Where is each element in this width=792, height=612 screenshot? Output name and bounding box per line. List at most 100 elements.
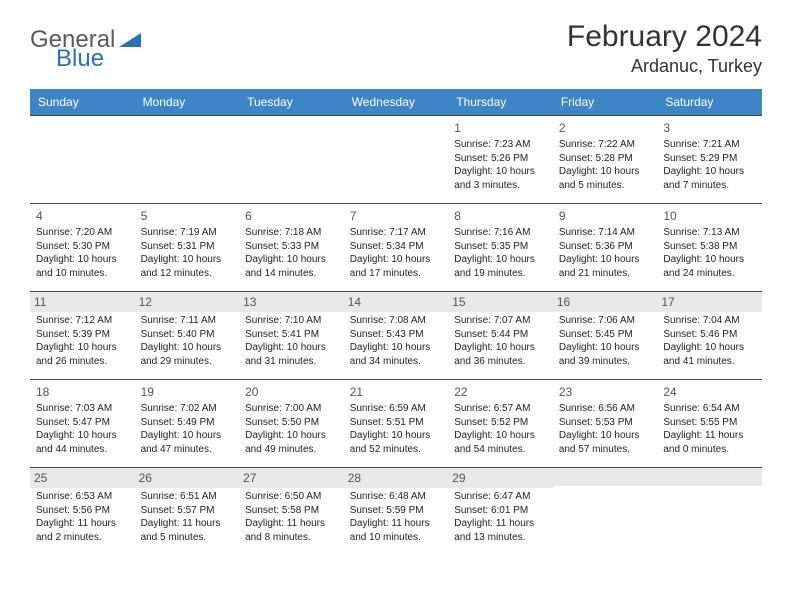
daylight-text: Daylight: 10 hours and 21 minutes. <box>559 253 652 280</box>
sunrise-text: Sunrise: 6:50 AM <box>245 490 338 504</box>
calendar-cell: 6Sunrise: 7:18 AMSunset: 5:33 PMDaylight… <box>239 204 344 292</box>
day-number: 22 <box>454 384 547 400</box>
weekday-header: Sunday <box>30 89 135 116</box>
calendar-cell: 18Sunrise: 7:03 AMSunset: 5:47 PMDayligh… <box>30 380 135 468</box>
daylight-text: Daylight: 11 hours and 2 minutes. <box>36 517 129 544</box>
sunset-text: Sunset: 5:44 PM <box>454 328 547 342</box>
calendar-cell: 14 Sunrise: 7:08 AMSunset: 5:43 PMDayligh… <box>344 292 449 380</box>
daylight-text: Daylight: 10 hours and 17 minutes. <box>350 253 443 280</box>
sunset-text: Sunset: 5:34 PM <box>350 240 443 254</box>
calendar-cell <box>135 116 240 204</box>
sunrise-text: Sunrise: 7:22 AM <box>559 138 652 152</box>
sunrise-text: Sunrise: 6:47 AM <box>454 490 547 504</box>
sunset-text: Sunset: 5:26 PM <box>454 152 547 166</box>
sunrise-text: Sunrise: 6:57 AM <box>454 402 547 416</box>
day-number: 29 <box>448 468 553 488</box>
sunrise-text: Sunrise: 7:14 AM <box>559 226 652 240</box>
calendar-cell <box>553 468 658 556</box>
sunset-text: Sunset: 5:35 PM <box>454 240 547 254</box>
sunrise-text: Sunrise: 7:03 AM <box>36 402 129 416</box>
logo-triangle-icon <box>119 31 141 52</box>
day-number: 5 <box>141 208 234 224</box>
day-number: 28 <box>344 468 449 488</box>
sunrise-text: Sunrise: 6:53 AM <box>36 490 129 504</box>
sunset-text: Sunset: 5:45 PM <box>559 328 652 342</box>
daylight-text: Daylight: 11 hours and 10 minutes. <box>350 517 443 544</box>
daylight-text: Daylight: 11 hours and 8 minutes. <box>245 517 338 544</box>
sunset-text: Sunset: 5:43 PM <box>350 328 443 342</box>
sunrise-text: Sunrise: 7:19 AM <box>141 226 234 240</box>
calendar-cell: 22Sunrise: 6:57 AMSunset: 5:52 PMDayligh… <box>448 380 553 468</box>
weekday-header: Thursday <box>448 89 553 116</box>
title-block: February 2024 Ardanuc, Turkey <box>567 20 762 77</box>
day-number: 24 <box>663 384 756 400</box>
day-number: 25 <box>30 468 135 488</box>
calendar-cell: 4Sunrise: 7:20 AMSunset: 5:30 PMDaylight… <box>30 204 135 292</box>
calendar-header-row: Sunday Monday Tuesday Wednesday Thursday… <box>30 89 762 116</box>
weekday-header: Wednesday <box>344 89 449 116</box>
daylight-text: Daylight: 10 hours and 36 minutes. <box>454 341 547 368</box>
sunrise-text: Sunrise: 7:06 AM <box>559 314 652 328</box>
day-number: 2 <box>559 120 652 136</box>
calendar-cell: 25 Sunrise: 6:53 AMSunset: 5:56 PMDayligh… <box>30 468 135 556</box>
daylight-text: Daylight: 11 hours and 5 minutes. <box>141 517 234 544</box>
sunrise-text: Sunrise: 6:59 AM <box>350 402 443 416</box>
daylight-text: Daylight: 10 hours and 7 minutes. <box>663 165 756 192</box>
sunset-text: Sunset: 5:52 PM <box>454 416 547 430</box>
calendar-cell: 16Sunrise: 7:06 AMSunset: 5:45 PMDayligh… <box>553 292 658 380</box>
calendar-cell: 26Sunrise: 6:51 AMSunset: 5:57 PMDayligh… <box>135 468 240 556</box>
calendar-cell: 3Sunrise: 7:21 AMSunset: 5:29 PMDaylight… <box>657 116 762 204</box>
daylight-text: Daylight: 10 hours and 29 minutes. <box>141 341 234 368</box>
daylight-text: Daylight: 10 hours and 47 minutes. <box>141 429 234 456</box>
calendar-cell: 2 Sunrise: 7:22 AMSunset: 5:28 PMDaylight… <box>553 116 658 204</box>
weekday-header: Friday <box>553 89 658 116</box>
sunrise-text: Sunrise: 7:04 AM <box>663 314 756 328</box>
daylight-text: Daylight: 10 hours and 10 minutes. <box>36 253 129 280</box>
calendar-cell: 5Sunrise: 7:19 AMSunset: 5:31 PMDaylight… <box>135 204 240 292</box>
day-number: 12 <box>135 292 240 312</box>
sunrise-text: Sunrise: 7:23 AM <box>454 138 547 152</box>
daylight-text: Daylight: 10 hours and 34 minutes. <box>350 341 443 368</box>
sunset-text: Sunset: 5:51 PM <box>350 416 443 430</box>
calendar-week-row: 11Sunrise: 7:12 AMSunset: 5:39 PMDayligh… <box>30 292 762 380</box>
sunset-text: Sunset: 5:36 PM <box>559 240 652 254</box>
sunset-text: Sunset: 5:49 PM <box>141 416 234 430</box>
sunset-text: Sunset: 5:56 PM <box>36 504 129 518</box>
calendar-cell: 24Sunrise: 6:54 AMSunset: 5:55 PMDayligh… <box>657 380 762 468</box>
sunrise-text: Sunrise: 6:54 AM <box>663 402 756 416</box>
calendar-cell <box>657 468 762 556</box>
daylight-text: Daylight: 10 hours and 5 minutes. <box>559 165 652 192</box>
sunrise-text: Sunrise: 6:48 AM <box>350 490 443 504</box>
sunset-text: Sunset: 5:53 PM <box>559 416 652 430</box>
daylight-text: Daylight: 11 hours and 13 minutes. <box>454 517 547 544</box>
location-label: Ardanuc, Turkey <box>567 56 762 77</box>
calendar-cell: 17Sunrise: 7:04 AMSunset: 5:46 PMDayligh… <box>657 292 762 380</box>
sunset-text: Sunset: 5:47 PM <box>36 416 129 430</box>
sunset-text: Sunset: 5:57 PM <box>141 504 234 518</box>
day-number: 14 <box>344 292 449 312</box>
calendar-week-row: 25Sunrise: 6:53 AMSunset: 5:56 PMDayligh… <box>30 468 762 556</box>
day-number: 1 <box>454 120 547 136</box>
sunset-text: Sunset: 5:33 PM <box>245 240 338 254</box>
sunset-text: Sunset: 5:41 PM <box>245 328 338 342</box>
calendar-cell: 12Sunrise: 7:11 AMSunset: 5:40 PMDayligh… <box>135 292 240 380</box>
day-number: 10 <box>663 208 756 224</box>
greybar <box>657 468 762 486</box>
sunset-text: Sunset: 5:40 PM <box>141 328 234 342</box>
daylight-text: Daylight: 11 hours and 0 minutes. <box>663 429 756 456</box>
sunrise-text: Sunrise: 7:21 AM <box>663 138 756 152</box>
sunrise-text: Sunrise: 7:16 AM <box>454 226 547 240</box>
sunrise-text: Sunrise: 7:08 AM <box>350 314 443 328</box>
daylight-text: Daylight: 10 hours and 39 minutes. <box>559 341 652 368</box>
sunrise-text: Sunrise: 7:10 AM <box>245 314 338 328</box>
daylight-text: Daylight: 10 hours and 26 minutes. <box>36 341 129 368</box>
day-number: 6 <box>245 208 338 224</box>
calendar-table: Sunday Monday Tuesday Wednesday Thursday… <box>30 89 762 556</box>
logo-text-blue: Blue <box>56 45 104 72</box>
daylight-text: Daylight: 10 hours and 44 minutes. <box>36 429 129 456</box>
calendar-cell: 27Sunrise: 6:50 AMSunset: 5:58 PMDayligh… <box>239 468 344 556</box>
day-number: 4 <box>36 208 129 224</box>
day-number: 7 <box>350 208 443 224</box>
sunset-text: Sunset: 5:28 PM <box>559 152 652 166</box>
header: General February 2024 Ardanuc, Turkey <box>30 20 762 77</box>
